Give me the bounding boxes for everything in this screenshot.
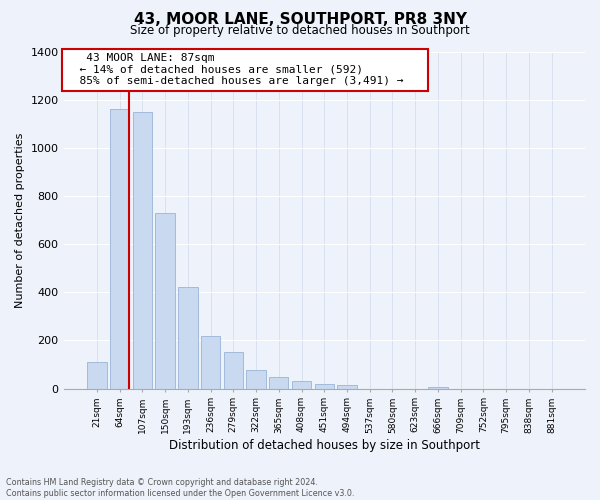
- Bar: [201, 336, 220, 388]
- Text: Contains HM Land Registry data © Crown copyright and database right 2024.
Contai: Contains HM Land Registry data © Crown c…: [6, 478, 355, 498]
- Bar: [428, 386, 448, 388]
- Bar: [269, 376, 289, 388]
- Text: 43, MOOR LANE, SOUTHPORT, PR8 3NY: 43, MOOR LANE, SOUTHPORT, PR8 3NY: [133, 12, 467, 28]
- Bar: [87, 362, 107, 388]
- Bar: [247, 370, 266, 388]
- Bar: [314, 384, 334, 388]
- Y-axis label: Number of detached properties: Number of detached properties: [15, 132, 25, 308]
- Bar: [155, 213, 175, 388]
- Text: 43 MOOR LANE: 87sqm
  ← 14% of detached houses are smaller (592)
  85% of semi-d: 43 MOOR LANE: 87sqm ← 14% of detached ho…: [66, 53, 424, 86]
- X-axis label: Distribution of detached houses by size in Southport: Distribution of detached houses by size …: [169, 440, 480, 452]
- Bar: [292, 382, 311, 388]
- Bar: [178, 288, 197, 388]
- Bar: [337, 385, 356, 388]
- Text: Size of property relative to detached houses in Southport: Size of property relative to detached ho…: [130, 24, 470, 37]
- Bar: [133, 112, 152, 388]
- Bar: [224, 352, 243, 388]
- Bar: [110, 110, 130, 388]
